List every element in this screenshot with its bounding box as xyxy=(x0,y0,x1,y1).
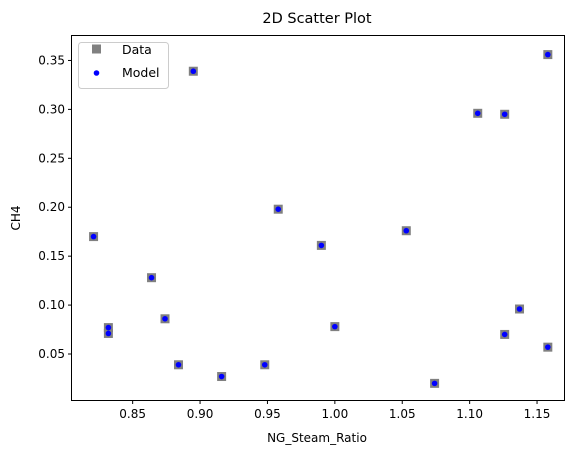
legend-data-marker xyxy=(92,44,101,54)
y-tick-label: 0.05 xyxy=(38,347,65,361)
legend-box xyxy=(78,42,169,89)
y-axis-label: CH4 xyxy=(9,205,23,230)
x-axis: 0.85 0.90 0.95 1.00 1.05 1.10 1.15 xyxy=(119,400,551,421)
model-point xyxy=(105,330,112,337)
x-tick-label: 1.10 xyxy=(456,407,483,421)
data-markers xyxy=(89,50,553,388)
x-axis-label: NG_Steam_Ratio xyxy=(267,431,367,445)
legend-model-marker xyxy=(93,70,100,76)
y-tick-label: 0.10 xyxy=(38,298,65,312)
model-point xyxy=(175,361,182,368)
model-point xyxy=(90,233,97,240)
x-tick-label: 0.90 xyxy=(187,407,214,421)
model-point xyxy=(516,306,523,312)
legend: Data Model xyxy=(78,42,169,89)
model-point xyxy=(218,373,225,380)
chart-title: 2D Scatter Plot xyxy=(262,11,372,27)
model-point xyxy=(431,380,438,387)
model-point xyxy=(474,110,481,117)
x-tick-label: 0.85 xyxy=(119,407,146,421)
x-tick-label: 1.00 xyxy=(321,407,348,421)
plot-frame xyxy=(71,35,565,401)
model-point xyxy=(105,324,112,331)
model-point xyxy=(275,206,282,212)
y-tick-label: 0.35 xyxy=(38,53,65,67)
model-point xyxy=(501,111,508,118)
model-point xyxy=(501,331,508,338)
model-point xyxy=(261,361,268,368)
model-point xyxy=(332,323,338,330)
model-point xyxy=(162,315,168,322)
model-point xyxy=(545,344,551,350)
legend-model-label: Model xyxy=(122,65,160,80)
model-point xyxy=(318,242,325,249)
legend-data-label: Data xyxy=(122,42,152,57)
y-tick-label: 0.20 xyxy=(38,200,65,214)
y-axis: 0.05 0.10 0.15 0.20 0.25 0.30 0.35 xyxy=(38,53,72,361)
y-tick-label: 0.15 xyxy=(38,249,65,263)
x-tick-label: 1.05 xyxy=(389,407,416,421)
model-point xyxy=(545,51,551,58)
y-tick-label: 0.30 xyxy=(38,102,65,116)
y-tick-label: 0.25 xyxy=(38,151,65,165)
model-point xyxy=(190,68,197,75)
x-tick-label: 1.15 xyxy=(524,407,551,421)
x-tick-label: 0.95 xyxy=(254,407,281,421)
model-point xyxy=(148,274,155,281)
model-point xyxy=(403,227,410,234)
